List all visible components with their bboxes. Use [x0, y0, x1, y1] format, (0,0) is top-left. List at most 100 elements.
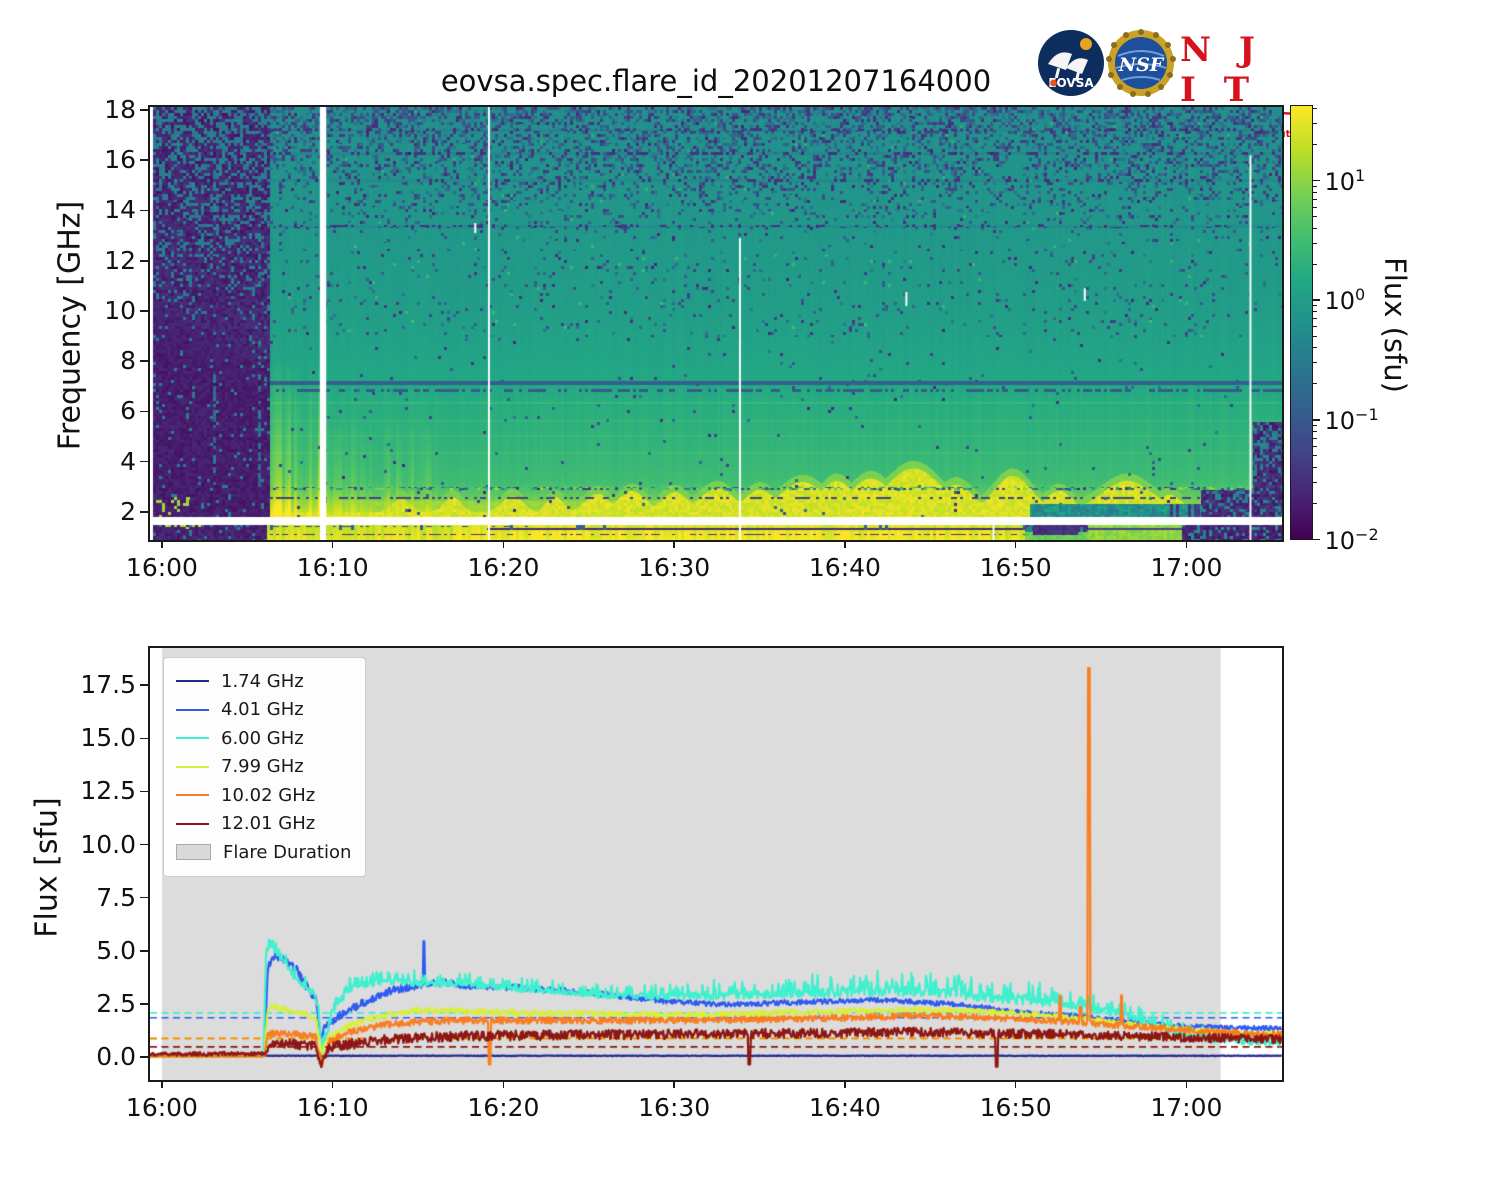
- lightcurve-panel: 1.74 GHz 4.01 GHz 6.00 GHz 7.99 GHz 10.02 GH…: [148, 646, 1284, 1082]
- x-tick-mark: [502, 540, 505, 548]
- legend-label: 12.01 GHz: [221, 813, 316, 835]
- colorbar-minor-tick: [1312, 445, 1317, 447]
- legend-label: 6.00 GHz: [221, 727, 304, 749]
- y-tick-label: 0.0: [96, 1042, 136, 1072]
- colorbar-tick-mark: [1312, 179, 1320, 182]
- x-tick-mark: [161, 1080, 163, 1088]
- y-tick-label: 4: [120, 446, 136, 476]
- legend-flare-patch: [176, 844, 211, 861]
- x-tick-label: 16:20: [467, 1093, 540, 1122]
- colorbar-minor-tick: [1312, 185, 1317, 187]
- colorbar-minor-tick: [1312, 206, 1317, 208]
- y-tick-mark: [140, 737, 148, 740]
- x-tick-label: 17:00: [1150, 553, 1223, 582]
- legend-item: 6.00 GHz: [176, 724, 351, 753]
- y-tick-mark: [140, 209, 148, 212]
- nsf-logo-label: NSF: [1118, 54, 1165, 76]
- colorbar-minor-tick: [1312, 263, 1317, 265]
- legend-label: 10.02 GHz: [221, 784, 316, 806]
- x-tick-mark: [844, 1080, 846, 1088]
- colorbar-tick-label: 10−1: [1324, 404, 1379, 435]
- x-tick-label: 16:30: [638, 1093, 711, 1122]
- colorbar-tick-label: 101: [1324, 165, 1366, 196]
- y-tick-label: 14: [104, 195, 136, 225]
- y-tick-label: 8: [120, 346, 136, 376]
- colorbar-minor-tick: [1312, 305, 1317, 307]
- colorbar-tick-mark: [1312, 538, 1320, 541]
- y-tick-mark: [140, 790, 148, 793]
- legend-item: 12.01 GHz: [176, 810, 351, 839]
- y-tick-label: 2.5: [96, 988, 136, 1018]
- eovsa-logo: EOVSA: [1038, 30, 1104, 96]
- x-tick-label: 16:40: [808, 553, 881, 582]
- x-tick-mark: [673, 540, 675, 548]
- x-tick-label: 16:50: [979, 1093, 1052, 1122]
- x-tick-mark: [844, 540, 846, 548]
- colorbar-minor-tick: [1312, 502, 1317, 505]
- y-tick-label: 12: [104, 245, 136, 275]
- colorbar-minor-tick: [1312, 430, 1317, 433]
- colorbar-minor-tick: [1312, 191, 1317, 193]
- colorbar-minor-tick: [1312, 216, 1317, 218]
- y-tick-mark: [140, 950, 148, 952]
- lightcurve-ylabel: Flux [sfu]: [29, 797, 65, 938]
- x-tick-label: 16:10: [296, 553, 369, 582]
- colorbar-minor-tick: [1312, 198, 1317, 200]
- y-tick-label: 12.5: [80, 776, 136, 806]
- legend-item: 4.01 GHz: [176, 696, 351, 725]
- colorbar-minor-tick: [1312, 227, 1317, 229]
- x-tick-mark: [1014, 540, 1017, 548]
- legend-label: 1.74 GHz: [221, 670, 304, 692]
- x-tick-label: 16:00: [125, 1093, 198, 1122]
- legend-label: 7.99 GHz: [221, 756, 304, 778]
- colorbar-minor-tick: [1312, 383, 1317, 385]
- y-tick-label: 10.0: [80, 829, 136, 859]
- colorbar-minor-tick: [1312, 242, 1317, 244]
- figure-title: eovsa.spec.flare_id_20201207164000: [440, 64, 992, 98]
- colorbar-minor-tick: [1312, 318, 1317, 320]
- legend-item: 10.02 GHz: [176, 781, 351, 810]
- logo-group: EOVSA NSF N J I T New Jersey Institute: [1032, 22, 1300, 152]
- x-tick-mark: [161, 540, 163, 548]
- x-tick-label: 16:30: [638, 553, 711, 582]
- colorbar-minor-tick: [1312, 144, 1317, 146]
- y-tick-mark: [140, 159, 148, 162]
- y-tick-label: 2: [120, 496, 136, 526]
- y-tick-mark: [140, 843, 148, 846]
- x-tick-label: 16:00: [125, 553, 198, 582]
- njit-logo-letters: N J I T: [1180, 30, 1264, 110]
- y-tick-mark: [140, 1056, 148, 1058]
- y-tick-mark: [140, 109, 148, 111]
- y-tick-mark: [140, 684, 148, 686]
- colorbar-minor-tick: [1312, 335, 1317, 337]
- eovsa-logo-label: EOVSA: [1048, 76, 1094, 90]
- y-tick-mark: [140, 460, 148, 463]
- colorbar-tick-label: 10−2: [1324, 524, 1379, 555]
- legend-line-swatch: [176, 822, 209, 825]
- x-tick-label: 16:20: [467, 553, 540, 582]
- legend-label: Flare Duration: [223, 841, 352, 863]
- colorbar-tick-mark: [1312, 419, 1320, 421]
- legend-item: 7.99 GHz: [176, 753, 351, 782]
- x-tick-mark: [331, 540, 334, 548]
- colorbar-minor-tick: [1312, 424, 1317, 426]
- colorbar-minor-tick: [1312, 108, 1317, 110]
- spectrogram-panel: [148, 105, 1284, 542]
- x-tick-label: 16:50: [979, 553, 1052, 582]
- legend-line-swatch: [176, 794, 209, 797]
- spectrogram-canvas: [150, 107, 1282, 540]
- x-tick-mark: [673, 1080, 675, 1088]
- y-tick-label: 17.5: [80, 670, 136, 700]
- x-tick-mark: [1185, 1080, 1188, 1088]
- colorbar-minor-tick: [1312, 326, 1317, 328]
- colorbar-minor-tick: [1312, 481, 1317, 484]
- colorbar-tick-mark: [1312, 299, 1320, 302]
- y-tick-label: 5.0: [96, 935, 136, 965]
- legend-line-swatch: [176, 708, 209, 711]
- colorbar-tick-label: 100: [1324, 285, 1366, 316]
- legend-line-swatch: [176, 680, 209, 683]
- legend: 1.74 GHz 4.01 GHz 6.00 GHz 7.99 GHz 10.02 GH…: [163, 657, 367, 877]
- y-tick-label: 6: [120, 396, 136, 426]
- x-tick-mark: [1185, 540, 1188, 548]
- y-tick-label: 15.0: [80, 723, 136, 753]
